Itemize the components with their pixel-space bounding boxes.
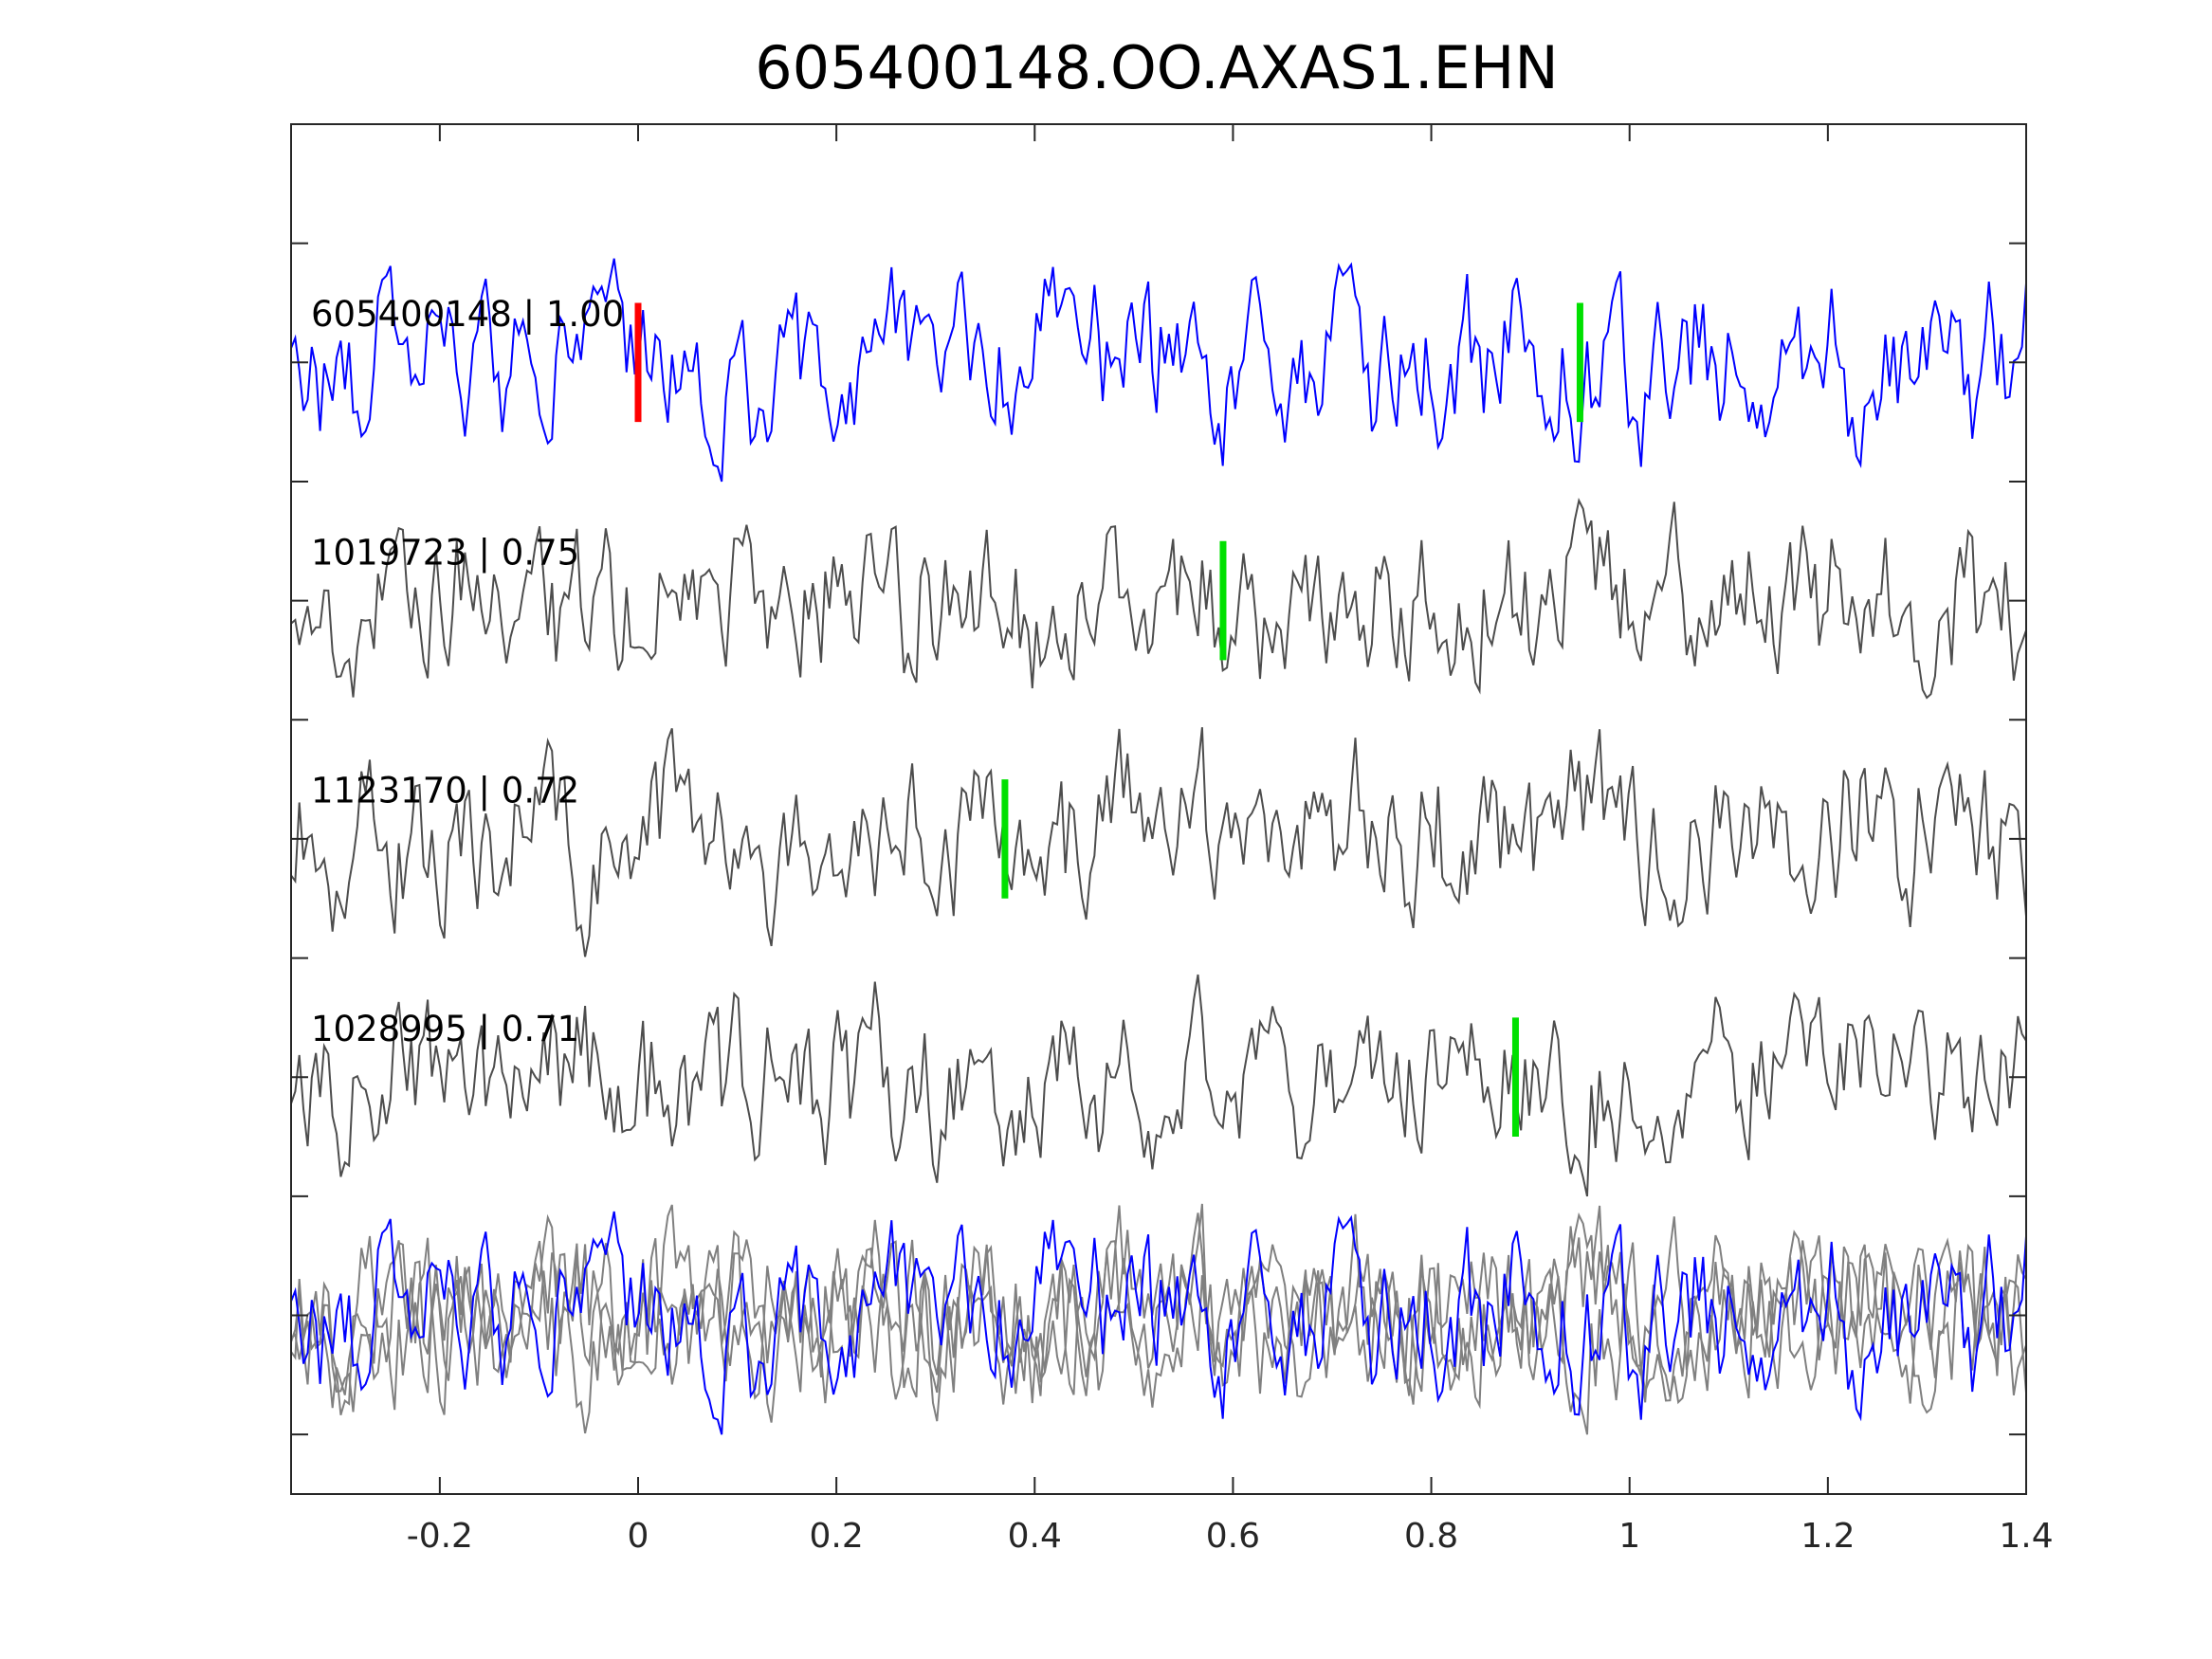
chart-title: 605400148.OO.AXAS1.EHN [755,33,1559,102]
x-tick-label: 0.6 [1206,1517,1260,1556]
trace-line [290,974,2027,1197]
trace-label: 1123170 | 0.72 [311,771,579,811]
trace-label: 1019723 | 0.75 [311,532,579,573]
trace-line [290,258,2027,483]
trace-line [290,727,2027,957]
stack-overlay-trace [290,1212,2027,1435]
x-tick-label: -0.2 [407,1517,473,1556]
trace-label: 1028995 | 0.71 [311,1009,579,1049]
stack-reference-trace [290,1211,2027,1435]
x-tick-label: 1.4 [1999,1517,2053,1556]
axes-box [290,123,2027,1495]
x-tick-label: 0.4 [1008,1517,1062,1556]
x-tick-label: 0.8 [1404,1517,1458,1556]
trace-label: 605400148 | 1.00 [311,294,624,335]
x-tick-label: 1.2 [1801,1517,1855,1556]
x-tick-label: 0.2 [810,1517,864,1556]
x-tick-label: 0 [628,1517,649,1556]
trace-line [290,498,2027,700]
x-tick-label: 1 [1618,1517,1640,1556]
